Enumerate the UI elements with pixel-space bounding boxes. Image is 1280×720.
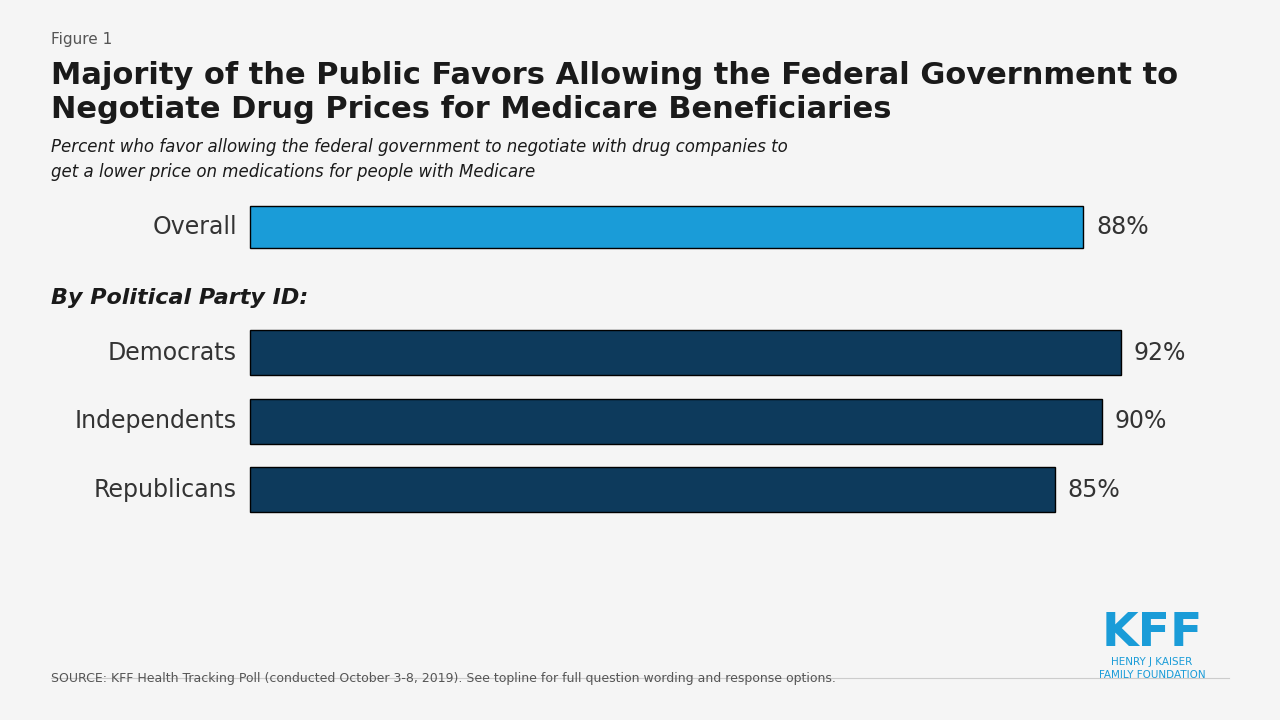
Text: KFF: KFF xyxy=(1101,611,1203,656)
Text: Percent who favor allowing the federal government to negotiate with drug compani: Percent who favor allowing the federal g… xyxy=(51,138,788,181)
Text: Republicans: Republicans xyxy=(93,477,237,502)
FancyBboxPatch shape xyxy=(250,206,1083,248)
FancyBboxPatch shape xyxy=(250,330,1121,375)
Text: Negotiate Drug Prices for Medicare Beneficiaries: Negotiate Drug Prices for Medicare Benef… xyxy=(51,95,892,124)
Text: Independents: Independents xyxy=(74,409,237,433)
FancyBboxPatch shape xyxy=(250,467,1055,512)
Text: Democrats: Democrats xyxy=(108,341,237,365)
Text: Overall: Overall xyxy=(152,215,237,239)
Text: HENRY J KAISER
FAMILY FOUNDATION: HENRY J KAISER FAMILY FOUNDATION xyxy=(1098,657,1206,680)
Text: 88%: 88% xyxy=(1096,215,1148,239)
FancyBboxPatch shape xyxy=(250,399,1102,444)
Text: Figure 1: Figure 1 xyxy=(51,32,113,48)
Text: 90%: 90% xyxy=(1115,409,1167,433)
Text: 92%: 92% xyxy=(1134,341,1187,365)
Text: SOURCE: KFF Health Tracking Poll (conducted October 3-8, 2019). See topline for : SOURCE: KFF Health Tracking Poll (conduc… xyxy=(51,672,836,685)
Text: Majority of the Public Favors Allowing the Federal Government to: Majority of the Public Favors Allowing t… xyxy=(51,61,1179,90)
Text: By Political Party ID:: By Political Party ID: xyxy=(51,288,308,308)
Text: 85%: 85% xyxy=(1068,477,1120,502)
